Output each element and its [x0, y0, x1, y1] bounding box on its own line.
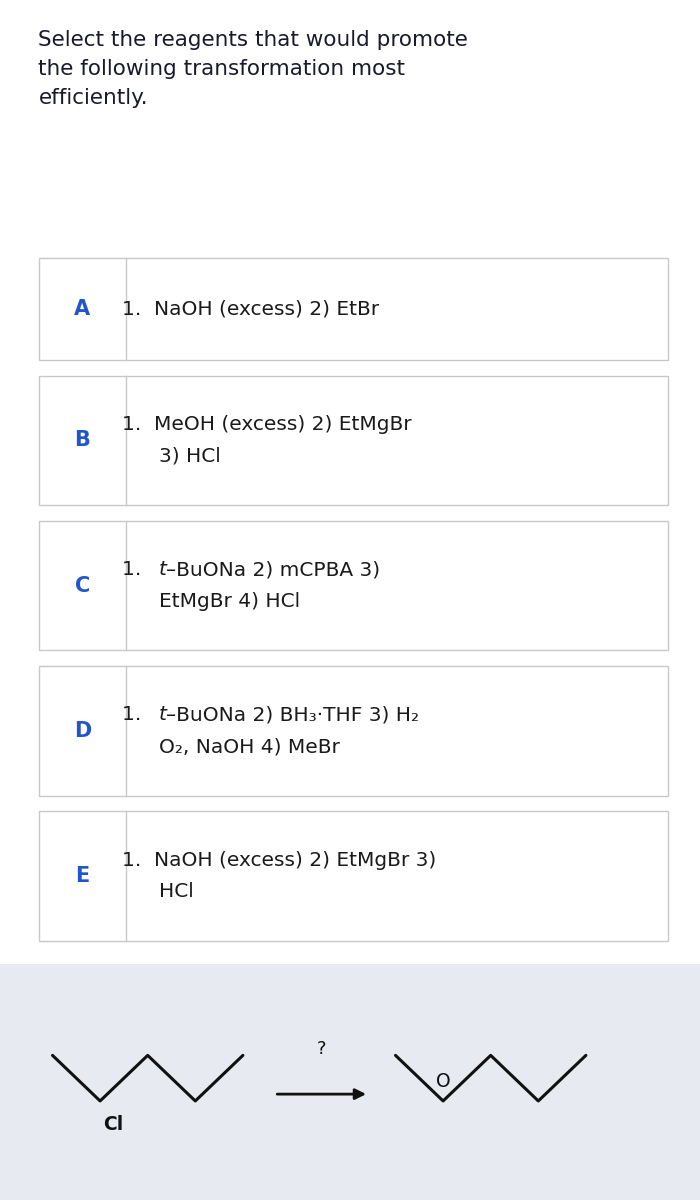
Text: HCl: HCl	[159, 882, 194, 901]
Text: t: t	[159, 560, 167, 580]
Text: B: B	[74, 431, 90, 450]
Bar	[38, 811, 668, 941]
Text: 1.  NaOH (excess) 2) EtMgBr 3): 1. NaOH (excess) 2) EtMgBr 3)	[122, 851, 437, 870]
Text: O: O	[436, 1073, 450, 1091]
Text: –BuONa 2) mCPBA 3): –BuONa 2) mCPBA 3)	[166, 560, 380, 580]
Text: 1.  NaOH (excess) 2) EtBr: 1. NaOH (excess) 2) EtBr	[122, 300, 379, 318]
Text: ?: ?	[317, 1040, 326, 1058]
Text: O₂, NaOH 4) MeBr: O₂, NaOH 4) MeBr	[159, 737, 340, 756]
Bar	[0, 964, 700, 1200]
Text: Cl: Cl	[104, 1115, 124, 1134]
Text: 1.: 1.	[122, 560, 155, 580]
Bar	[38, 376, 668, 505]
Text: E: E	[75, 866, 90, 886]
Bar	[38, 521, 668, 650]
Text: 3) HCl: 3) HCl	[159, 446, 220, 466]
Bar	[38, 258, 668, 360]
Text: EtMgBr 4) HCl: EtMgBr 4) HCl	[159, 592, 300, 611]
Text: Select the reagents that would promote
the following transformation most
efficie: Select the reagents that would promote t…	[38, 30, 468, 108]
Text: D: D	[74, 721, 91, 740]
Text: –BuONa 2) BH₃·THF 3) H₂: –BuONa 2) BH₃·THF 3) H₂	[166, 706, 419, 725]
Bar	[38, 666, 668, 796]
Text: C: C	[75, 576, 90, 595]
Text: 1.  MeOH (excess) 2) EtMgBr: 1. MeOH (excess) 2) EtMgBr	[122, 415, 412, 434]
Text: 1.: 1.	[122, 706, 155, 725]
Text: A: A	[74, 299, 90, 319]
Text: t: t	[159, 706, 167, 725]
